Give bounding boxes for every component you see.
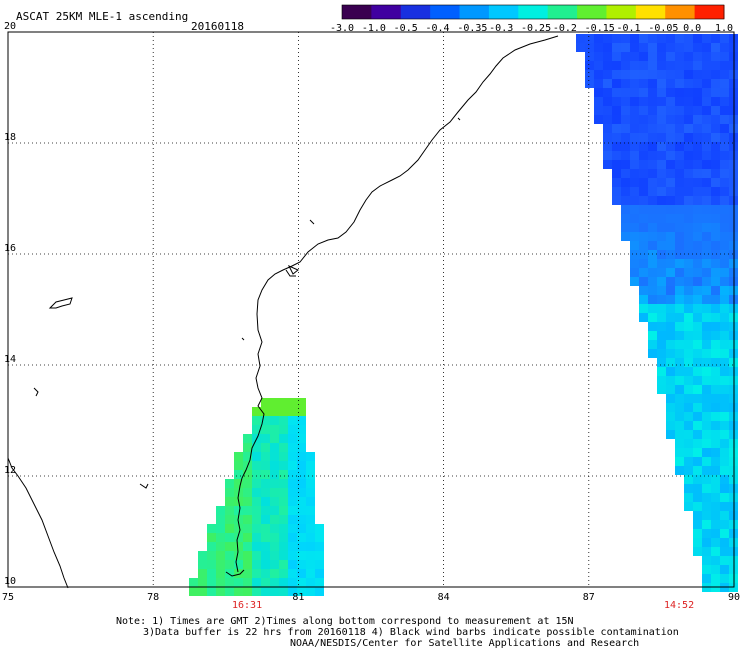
colorbar-swatch bbox=[488, 5, 519, 19]
colorbar-swatch bbox=[459, 5, 490, 19]
x-tick-label: 81 bbox=[292, 592, 305, 603]
colorbar-label: -0.5 bbox=[393, 23, 418, 34]
colorbar-label: -1.0 bbox=[361, 23, 386, 34]
y-tick-label: 16 bbox=[4, 243, 17, 254]
x-tick-label: 87 bbox=[582, 592, 595, 603]
colorbar-label: -0.05 bbox=[648, 23, 679, 34]
x-tick-label: 90 bbox=[727, 592, 740, 603]
colorbar-label: 1.0 bbox=[714, 23, 734, 34]
product-title: ASCAT 25KM MLE-1 ascending bbox=[16, 10, 189, 23]
left-swath bbox=[189, 398, 324, 596]
colorbar-label: -0.1 bbox=[616, 23, 641, 34]
colorbar-label: -0.15 bbox=[584, 23, 615, 34]
product-date: 20160118 bbox=[191, 20, 244, 33]
colorbar-swatch bbox=[694, 5, 725, 19]
coastline bbox=[7, 35, 559, 589]
right-swath-time: 14:52 bbox=[664, 600, 695, 611]
colorbar-swatch bbox=[371, 5, 402, 19]
colorbar-swatch bbox=[400, 5, 431, 19]
y-tick-label: 14 bbox=[4, 354, 17, 365]
colorbar-swatch bbox=[606, 5, 637, 19]
right-swath bbox=[576, 34, 738, 592]
colorbar-swatch bbox=[665, 5, 696, 19]
y-tick-label: 18 bbox=[4, 132, 17, 143]
colorbar-label: -3.0 bbox=[330, 23, 355, 34]
colorbar-swatch bbox=[430, 5, 461, 19]
x-tick-label: 78 bbox=[147, 592, 160, 603]
y-tick-label: 20 bbox=[4, 21, 17, 32]
colorbar-swatch bbox=[577, 5, 607, 19]
note-line-2: 3)Data buffer is 22 hrs from 20160118 4)… bbox=[143, 627, 679, 638]
y-tick-label: 10 bbox=[4, 576, 17, 587]
left-swath-time: 16:31 bbox=[232, 600, 263, 611]
gridlines bbox=[8, 32, 734, 587]
colorbar-label: -0.4 bbox=[425, 23, 450, 34]
colorbar-label: -0.35 bbox=[457, 23, 488, 34]
x-tick-label: 84 bbox=[437, 592, 450, 603]
map-frame bbox=[7, 31, 735, 588]
colorbar-label: 0.0 bbox=[683, 23, 702, 34]
y-tick-label: 12 bbox=[4, 465, 17, 476]
colorbar-label: -0.25 bbox=[521, 23, 552, 34]
colorbar-label: -0.3 bbox=[489, 23, 514, 34]
colorbar-swatch bbox=[518, 5, 549, 19]
note-line-3: NOAA/NESDIS/Center for Satellite Applica… bbox=[290, 638, 640, 649]
colorbar-label: -0.2 bbox=[552, 23, 577, 34]
x-tick-label: 75 bbox=[1, 592, 15, 603]
colorbar bbox=[341, 4, 725, 20]
colorbar-swatch bbox=[635, 5, 666, 19]
colorbar-swatch bbox=[547, 5, 578, 19]
note-line-1: Note: 1) Times are GMT 2)Times along bot… bbox=[116, 616, 574, 627]
colorbar-swatch bbox=[342, 5, 372, 19]
